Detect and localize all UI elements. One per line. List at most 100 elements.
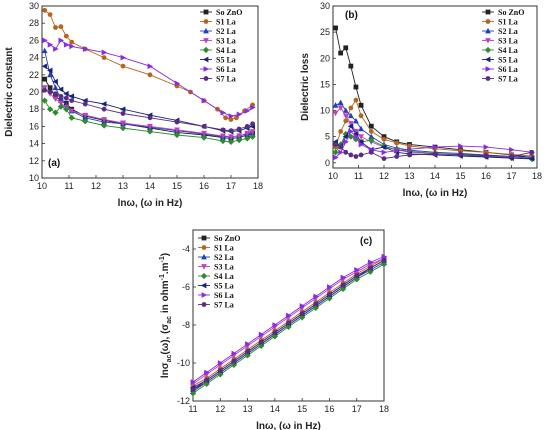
legend-label: S2 La <box>214 253 234 262</box>
series-line <box>335 107 532 160</box>
legend-marker <box>203 66 210 72</box>
data-point <box>348 63 354 69</box>
legend-label: S6 La <box>498 65 518 74</box>
y-tick-label: 10 <box>29 173 39 183</box>
series <box>41 63 255 135</box>
x-tick-label: 17 <box>226 181 236 191</box>
data-point <box>82 112 89 119</box>
data-point <box>63 106 70 113</box>
legend-marker <box>485 9 491 15</box>
x-tick-label: 13 <box>243 404 253 414</box>
data-point <box>354 273 360 278</box>
x-tick-label: 13 <box>404 171 414 181</box>
data-point <box>68 114 75 121</box>
data-point <box>326 295 333 302</box>
data-point <box>338 50 344 56</box>
data-point <box>120 54 127 61</box>
data-point <box>342 113 349 119</box>
data-point <box>244 130 251 137</box>
data-point <box>58 24 64 30</box>
legend-label: S7 La <box>216 75 236 84</box>
data-point <box>483 153 489 158</box>
legend-label: S1 La <box>216 18 236 27</box>
legend-marker <box>201 264 207 270</box>
data-point <box>41 97 48 104</box>
data-point <box>381 258 387 263</box>
data-point <box>333 154 339 161</box>
x-tick-label: 15 <box>297 404 307 414</box>
data-point <box>53 91 58 97</box>
data-point <box>342 107 349 113</box>
data-point <box>190 387 196 392</box>
series <box>333 142 535 161</box>
data-point <box>353 117 359 124</box>
data-point <box>220 127 226 133</box>
y-axis-label-part: ) <box>160 253 171 256</box>
data-point <box>231 358 237 364</box>
y-tick-label: 25 <box>320 27 330 37</box>
y-axis-label-part: ac <box>166 316 173 324</box>
data-point <box>63 41 70 48</box>
legend-label: So ZnO <box>498 8 524 17</box>
legend-marker <box>485 19 491 24</box>
y-tick-label: 22 <box>29 70 39 80</box>
legend-marker <box>203 27 209 34</box>
data-point <box>368 133 375 140</box>
data-point <box>348 152 354 158</box>
data-point <box>368 149 374 155</box>
y-tick-label: 20 <box>320 53 330 63</box>
data-point <box>299 311 305 316</box>
y-tick-label: 30 <box>29 1 39 11</box>
data-point <box>42 37 48 44</box>
data-point <box>244 108 251 114</box>
chart-c: 11 12 13 14 15 16 17 18 -12 -10 -8 -6 -4 lnω, (ω in H… <box>159 229 389 430</box>
x-tick-label: 11 <box>188 404 197 414</box>
data-point <box>82 118 89 125</box>
legend-label: So ZnO <box>216 8 242 17</box>
legend-marker <box>485 76 491 81</box>
data-point <box>358 113 364 119</box>
legend-label: S3 La <box>498 37 518 46</box>
data-point <box>201 124 207 129</box>
data-point <box>357 138 364 145</box>
x-tick-label: 11 <box>64 181 73 191</box>
data-point <box>69 43 75 50</box>
data-point <box>332 149 339 156</box>
data-point <box>228 128 234 134</box>
data-point <box>236 111 243 118</box>
data-point <box>68 108 75 115</box>
y-axis-label-part: ac <box>166 354 173 362</box>
data-point <box>432 144 439 150</box>
data-point <box>174 119 180 125</box>
data-point <box>380 261 388 268</box>
data-point <box>528 155 535 162</box>
y-axis-label-part: -1 <box>159 274 166 280</box>
data-point <box>174 127 180 133</box>
legend-label: S7 La <box>498 75 518 84</box>
data-point <box>57 86 64 93</box>
data-point <box>203 380 210 388</box>
data-point <box>272 322 278 328</box>
data-point <box>354 267 360 273</box>
x-tick-label: 10 <box>328 171 338 181</box>
data-point <box>101 117 107 123</box>
data-point <box>358 152 364 158</box>
y-tick-label: -6 <box>182 282 190 292</box>
legend-marker <box>201 292 208 298</box>
data-point <box>235 137 243 144</box>
data-point <box>228 134 234 140</box>
data-point <box>381 134 387 140</box>
x-tick-label: 16 <box>481 171 491 181</box>
data-point <box>347 112 354 119</box>
data-point <box>353 97 359 103</box>
data-point <box>58 93 64 99</box>
data-point <box>509 146 515 153</box>
data-point <box>286 312 292 319</box>
data-point <box>68 93 75 100</box>
data-point <box>63 95 69 101</box>
data-point <box>147 115 153 121</box>
x-tick-label: 12 <box>379 171 389 181</box>
x-axis-label: lnω, (ω in Hz) <box>118 198 183 209</box>
data-point <box>343 45 349 51</box>
plot-frame <box>192 229 385 402</box>
